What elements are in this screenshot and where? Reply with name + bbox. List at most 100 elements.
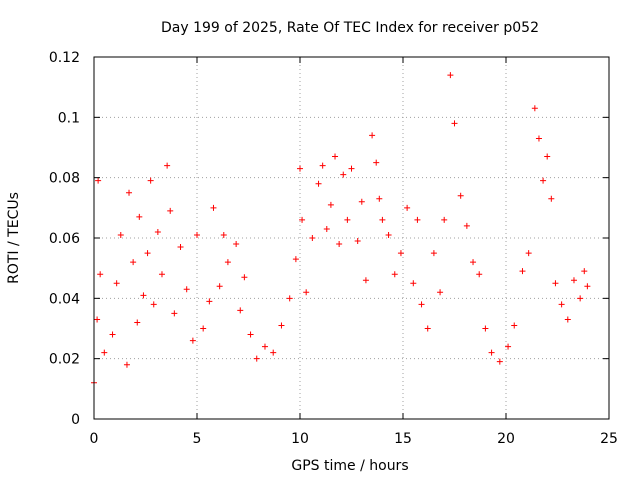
data-point bbox=[577, 295, 584, 302]
data-point bbox=[292, 256, 299, 263]
data-point bbox=[158, 271, 165, 278]
x-tick-labels: 0 5 10 15 20 25 bbox=[90, 431, 618, 447]
data-point bbox=[519, 268, 526, 275]
data-point bbox=[451, 120, 458, 127]
data-point bbox=[140, 292, 147, 299]
data-point bbox=[447, 72, 454, 79]
data-point bbox=[404, 204, 411, 211]
data-point bbox=[171, 310, 178, 317]
data-point bbox=[144, 250, 151, 257]
data-point bbox=[441, 216, 448, 223]
data-point bbox=[437, 289, 444, 296]
data-point bbox=[558, 301, 565, 308]
y-tick-label: 0.12 bbox=[49, 50, 80, 66]
data-point bbox=[206, 298, 213, 305]
data-point bbox=[270, 349, 277, 356]
x-tick-label: 25 bbox=[600, 431, 618, 447]
y-tick-label: 0.08 bbox=[49, 171, 80, 187]
data-point bbox=[340, 171, 347, 178]
y-tick-label: 0.02 bbox=[49, 352, 80, 368]
data-point bbox=[391, 271, 398, 278]
data-point bbox=[348, 165, 355, 172]
data-point bbox=[354, 238, 361, 245]
data-point bbox=[210, 204, 217, 211]
data-point bbox=[233, 241, 240, 248]
data-point bbox=[94, 316, 101, 323]
data-point bbox=[319, 162, 326, 169]
data-point bbox=[117, 231, 124, 238]
data-point bbox=[164, 162, 171, 169]
data-point bbox=[336, 241, 343, 248]
data-point bbox=[189, 337, 196, 344]
data-point bbox=[220, 231, 227, 238]
data-point bbox=[385, 231, 392, 238]
data-point bbox=[315, 180, 322, 187]
data-point bbox=[430, 250, 437, 257]
data-point bbox=[247, 331, 254, 338]
grid-lines bbox=[94, 57, 609, 419]
data-point bbox=[531, 105, 538, 112]
x-tick-label: 20 bbox=[497, 431, 515, 447]
data-point bbox=[457, 192, 464, 199]
data-point bbox=[123, 361, 130, 368]
data-point bbox=[410, 280, 417, 287]
data-point bbox=[253, 355, 260, 362]
data-point bbox=[177, 244, 184, 251]
y-tick-labels: 0 0.02 0.04 0.06 0.08 0.1 0.12 bbox=[49, 50, 80, 428]
data-point bbox=[278, 322, 285, 329]
data-points bbox=[91, 72, 591, 386]
chart-title: Day 199 of 2025, Rate Of TEC Index for r… bbox=[161, 20, 539, 36]
data-point bbox=[535, 135, 542, 142]
data-point bbox=[309, 235, 316, 241]
data-point bbox=[552, 280, 559, 287]
y-tick-label: 0.1 bbox=[58, 110, 80, 126]
data-point bbox=[134, 319, 141, 326]
data-point bbox=[150, 301, 157, 308]
data-point bbox=[224, 259, 231, 266]
data-point bbox=[376, 195, 383, 202]
data-point bbox=[482, 325, 489, 332]
axis-ticks bbox=[93, 56, 610, 420]
data-point bbox=[237, 307, 244, 314]
data-point bbox=[109, 331, 116, 338]
data-point bbox=[496, 358, 503, 365]
data-point bbox=[101, 349, 108, 356]
data-point bbox=[126, 189, 133, 196]
data-point bbox=[470, 259, 477, 266]
data-point bbox=[548, 195, 555, 202]
data-point bbox=[379, 216, 386, 223]
data-point bbox=[505, 343, 512, 350]
x-tick-label: 10 bbox=[291, 431, 309, 447]
data-point bbox=[95, 177, 102, 184]
data-point bbox=[216, 283, 223, 290]
data-point bbox=[418, 301, 425, 308]
data-point bbox=[303, 289, 310, 296]
data-point bbox=[362, 277, 369, 284]
data-point bbox=[113, 280, 120, 287]
data-point bbox=[261, 343, 268, 350]
data-point bbox=[154, 228, 161, 235]
data-point bbox=[373, 159, 380, 166]
data-point bbox=[525, 250, 532, 257]
data-point bbox=[564, 316, 571, 323]
data-point bbox=[463, 222, 470, 229]
data-point bbox=[167, 207, 174, 214]
data-point bbox=[147, 177, 154, 184]
x-tick-label: 15 bbox=[394, 431, 412, 447]
data-point bbox=[299, 216, 306, 223]
data-point bbox=[332, 153, 339, 160]
data-point bbox=[194, 231, 200, 238]
data-point bbox=[200, 325, 207, 332]
data-point bbox=[544, 153, 551, 160]
data-point bbox=[97, 271, 104, 278]
data-point bbox=[183, 286, 190, 293]
data-point bbox=[414, 216, 421, 223]
y-axis-label: ROTI / TECUs bbox=[6, 192, 22, 284]
data-point bbox=[424, 325, 431, 332]
x-tick-label: 0 bbox=[90, 431, 99, 447]
data-point bbox=[286, 295, 293, 302]
data-point bbox=[369, 132, 376, 139]
y-tick-label: 0.06 bbox=[49, 231, 80, 247]
